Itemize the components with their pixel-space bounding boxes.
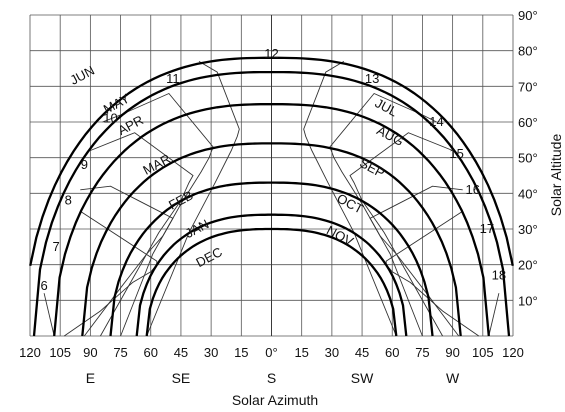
hour-label: 16: [466, 182, 480, 197]
hour-line-18: [488, 293, 500, 337]
month-label: AUG: [374, 123, 406, 149]
direction-label: SE: [172, 370, 191, 386]
x-tick-label: 120: [502, 345, 524, 360]
x-tick-label: 90: [83, 345, 97, 360]
x-tick-label: 105: [49, 345, 71, 360]
month-curves: [29, 56, 514, 337]
hour-label: 14: [429, 114, 443, 129]
month-label: JAN: [183, 216, 212, 241]
hour-label: 12: [264, 46, 278, 61]
hour-label: 15: [449, 146, 463, 161]
y-tick-label: 20°: [518, 258, 538, 273]
direction-label: E: [86, 370, 95, 386]
hour-line-15: [349, 132, 453, 337]
month-curve: [109, 181, 434, 337]
x-tick-label: 75: [113, 345, 127, 360]
hour-line-13: [303, 61, 397, 337]
x-tick-label: 60: [144, 345, 158, 360]
month-curve: [145, 227, 398, 337]
x-tick-label: 15: [294, 345, 308, 360]
month-label: OCT: [334, 191, 365, 217]
x-tick-label: 30: [204, 345, 218, 360]
hour-line-17: [385, 210, 480, 337]
hour-label: 7: [53, 239, 60, 254]
hour-label: 9: [81, 157, 88, 172]
y-tick-label: 80°: [518, 44, 538, 59]
y-tick-label: 30°: [518, 222, 538, 237]
y-tick-label: 50°: [518, 151, 538, 166]
x-tick-label: 45: [174, 345, 188, 360]
hour-label: 6: [40, 278, 47, 293]
x-tick-label: 60: [385, 345, 399, 360]
month-curve: [135, 213, 408, 337]
x-tick-label: 15: [234, 345, 248, 360]
x-tick-label: 45: [355, 345, 369, 360]
y-tick-label: 10°: [518, 293, 538, 308]
hour-line-16: [369, 185, 463, 337]
hour-line-10: [102, 92, 214, 337]
x-tick-label: 90: [445, 345, 459, 360]
x-tick-label: 30: [325, 345, 339, 360]
y-axis-label: Solar Altitude: [548, 134, 564, 217]
month-curve: [32, 70, 511, 337]
x-tick-label: 105: [472, 345, 494, 360]
x-tick-label: 0°: [265, 345, 277, 360]
x-tick-label: 75: [415, 345, 429, 360]
hour-label: 11: [166, 71, 180, 86]
direction-label: SW: [351, 370, 374, 386]
hour-label: 13: [365, 71, 379, 86]
month-curve: [53, 103, 490, 337]
x-axis-label: Solar Azimuth: [232, 392, 318, 408]
month-label: MAR: [140, 151, 173, 178]
month-curve: [29, 56, 514, 267]
hour-label: 10: [103, 110, 117, 125]
hour-label: 17: [480, 221, 494, 236]
hour-line-11: [146, 61, 240, 337]
month-label: NOV: [324, 222, 356, 249]
hour-line-7: [63, 210, 158, 337]
direction-label: W: [446, 370, 460, 386]
month-label: DEC: [193, 244, 224, 270]
hour-lines: [43, 15, 500, 337]
y-tick-label: 70°: [518, 79, 538, 94]
hour-line-6: [43, 293, 55, 337]
y-tick-label: 40°: [518, 186, 538, 201]
y-tick-label: 60°: [518, 115, 538, 130]
hour-line-9: [90, 132, 194, 337]
hour-label: 8: [65, 192, 72, 207]
hour-label: 18: [492, 267, 506, 282]
y-tick-label: 90°: [518, 8, 538, 23]
month-label: JUN: [68, 63, 97, 88]
direction-label: S: [267, 370, 276, 386]
x-tick-label: 120: [19, 345, 41, 360]
month-curve: [81, 142, 462, 337]
